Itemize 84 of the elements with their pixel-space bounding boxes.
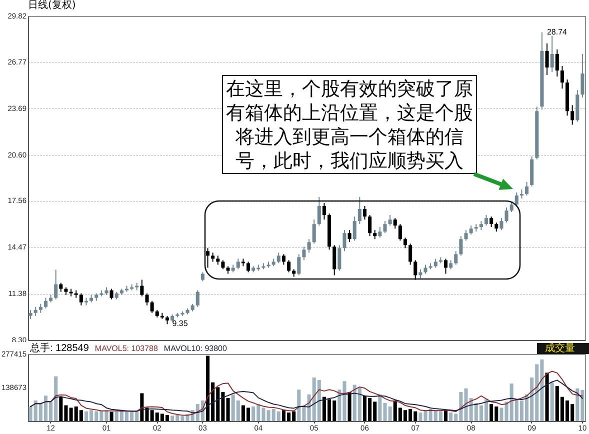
candlestick <box>398 224 402 242</box>
candlestick <box>414 260 418 280</box>
text: MAVOL5: 103788 <box>94 344 158 353</box>
candlestick <box>34 306 38 316</box>
annotation: 在这里，个股有效的突破了原有箱体的上沿位置，这是个股将进入到更高一个箱体的信号，此时，我们应顺势买入 <box>222 75 477 174</box>
bar <box>545 372 549 421</box>
candlestick <box>338 244 342 272</box>
candlestick <box>282 254 286 266</box>
candlestick <box>449 260 453 270</box>
candlestick <box>59 282 63 292</box>
candlestick <box>504 207 508 224</box>
candlestick <box>236 258 240 270</box>
candlestick <box>520 188 524 199</box>
candlestick <box>352 216 356 242</box>
candlestick <box>362 206 367 220</box>
candlestick <box>403 237 408 249</box>
candlestick <box>459 236 463 256</box>
candlestick <box>54 269 58 300</box>
candlestick <box>418 268 422 279</box>
candlestick <box>317 196 321 226</box>
candlestick <box>79 292 83 306</box>
candlestick <box>383 220 387 234</box>
candlestick <box>368 214 372 237</box>
annotation: 9.35 <box>172 319 188 328</box>
candlestick <box>388 214 392 226</box>
candlestick <box>570 104 574 126</box>
candlestick <box>424 264 428 274</box>
candlestick <box>312 219 316 244</box>
candlestick <box>545 42 549 76</box>
candlestick <box>297 254 301 276</box>
candlestick <box>514 192 518 207</box>
candlestick <box>348 230 352 243</box>
candlestick <box>206 248 210 268</box>
candlestick <box>550 35 554 73</box>
candlestick <box>560 65 564 90</box>
candlestick <box>479 220 483 231</box>
candlestick <box>38 303 42 314</box>
candlestick <box>444 258 448 274</box>
candlestick <box>373 230 377 240</box>
candlestick <box>342 230 346 252</box>
candlestick <box>287 260 291 273</box>
candlestick <box>580 53 584 98</box>
chart-title: 成交量 <box>537 343 589 354</box>
candlestick <box>524 181 529 196</box>
candlestick <box>200 272 204 282</box>
candlestick <box>494 222 498 232</box>
candlestick <box>484 214 488 226</box>
bar <box>550 382 554 421</box>
bar <box>444 410 448 421</box>
candlestick <box>464 230 468 242</box>
candlestick <box>307 238 311 254</box>
candlestick <box>196 290 200 308</box>
candlestick <box>393 218 397 230</box>
candlestick <box>140 279 144 297</box>
candlestick <box>216 255 220 266</box>
candlestick <box>500 218 504 231</box>
candlestick <box>246 261 250 273</box>
candlestick <box>332 244 336 276</box>
candlestick <box>454 250 458 266</box>
annotation: 28.74 <box>546 27 568 36</box>
candlestick <box>276 252 280 264</box>
candlestick <box>322 202 326 220</box>
candlestick <box>434 258 438 268</box>
candlestick <box>469 225 473 236</box>
candlestick <box>408 243 412 266</box>
candlestick <box>378 226 382 238</box>
candlestick <box>555 48 559 78</box>
bar <box>348 392 352 421</box>
candlestick <box>28 309 32 320</box>
candlestick <box>110 288 114 300</box>
candlestick <box>211 252 215 262</box>
line-series <box>30 380 583 414</box>
chart-title: 日线(复权) <box>28 0 76 11</box>
candlestick <box>510 200 514 213</box>
candlestick <box>221 260 225 270</box>
candlestick <box>44 297 48 309</box>
candlestick <box>150 300 154 314</box>
candlestick <box>302 246 306 261</box>
text: MAVOL10: 93800 <box>164 344 228 353</box>
candlestick <box>490 216 494 228</box>
text: 总手: 128549 <box>29 342 90 354</box>
candlestick <box>358 196 362 225</box>
bar <box>110 412 114 421</box>
candlestick <box>145 292 149 306</box>
